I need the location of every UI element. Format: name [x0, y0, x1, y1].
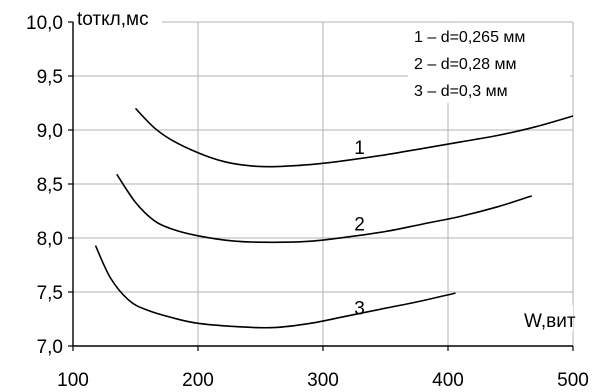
x-tick-label: 200 [182, 370, 214, 391]
series-group [94, 107, 574, 329]
curve-label-3: 3 [354, 299, 365, 320]
curve-label-1: 1 [354, 138, 365, 159]
series-line-1 [134, 107, 574, 168]
y-axis-title: tоткл,мс [77, 9, 149, 30]
y-tick-label: 7,0 [37, 337, 63, 358]
series-line-3 [94, 245, 456, 329]
x-tick-label: 100 [57, 370, 89, 391]
x-axis-title: W,вит [524, 311, 576, 332]
y-tick-label: 9,5 [37, 67, 63, 88]
y-axis-title-backdrop [74, 4, 162, 30]
curve-labels: 1 2 3 [354, 138, 365, 320]
x-tick-label: 400 [432, 370, 464, 391]
legend: 1 – d=0,265 мм 2 – d=0,28 мм 3 – d=0,3 м… [408, 23, 570, 103]
legend-entry-3: 3 – d=0,3 мм [414, 83, 508, 100]
y-tick-label: 10,0 [26, 13, 63, 34]
y-tick-label: 8,5 [37, 175, 63, 196]
y-tick-label: 8,0 [37, 229, 63, 250]
x-axis-title-backdrop [520, 305, 573, 331]
series-line-2 [116, 173, 533, 244]
legend-entry-1: 1 – d=0,265 мм [414, 29, 525, 46]
y-tick-label: 9,0 [37, 121, 63, 142]
legend-backdrop [408, 23, 570, 103]
curve-label-2: 2 [354, 214, 365, 235]
x-tick-label: 300 [307, 370, 339, 391]
y-tick-label: 7,5 [37, 283, 63, 304]
ticks: 100 200 300 400 500 7,0 7,5 8,0 8,5 9,0 9,5 10,0 [26, 13, 589, 391]
x-tick-label: 500 [557, 370, 589, 391]
legend-entry-2: 2 – d=0,28 мм [414, 56, 517, 73]
